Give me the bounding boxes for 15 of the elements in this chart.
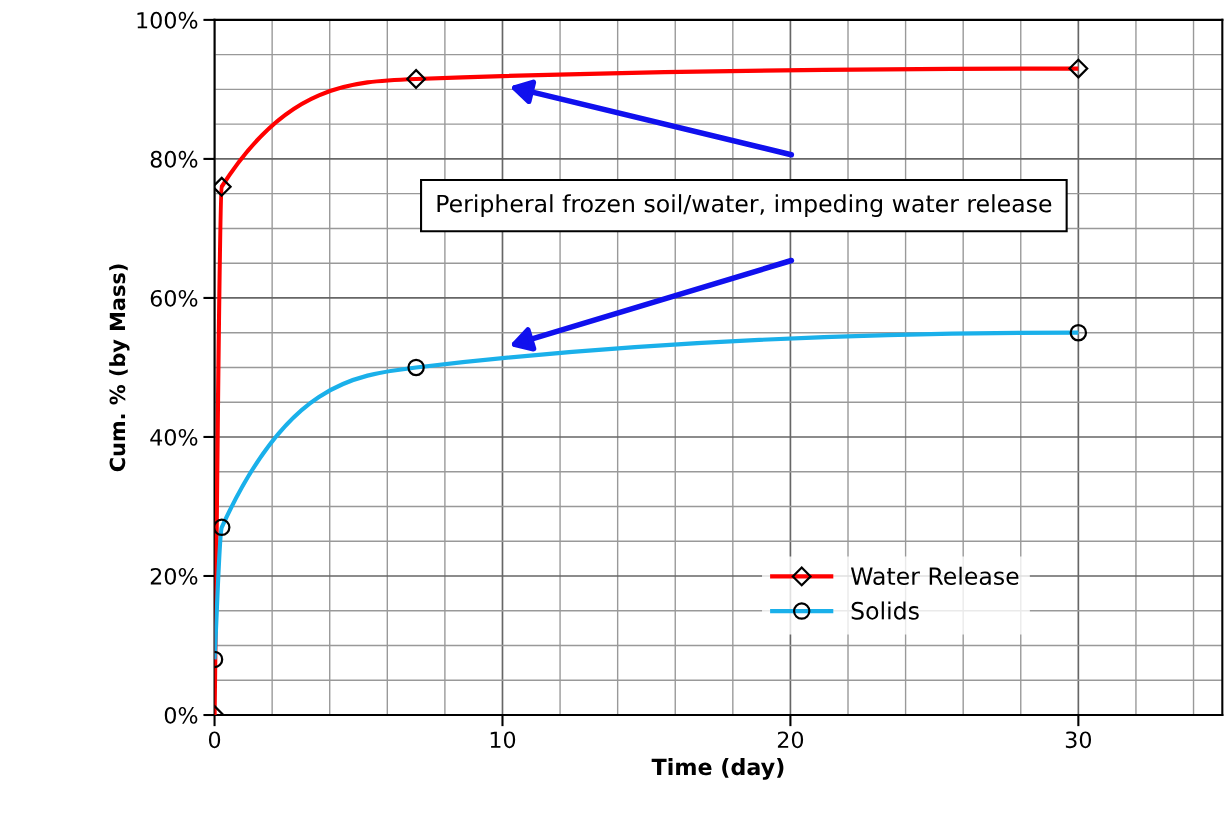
x-tick-label: 10 [490,731,516,749]
y-axis-title: Cum. % (by Mass) [109,264,130,472]
legend-label: Water Release [850,566,1019,586]
y-tick-label: 80% [150,150,198,168]
y-tick-label: 100% [137,11,198,29]
x-axis-title: Time (day) [651,758,784,780]
y-tick-label: 0% [164,706,198,724]
annotation: Peripheral frozen soil/water, impeding water release [437,194,1052,218]
y-tick-label: 20% [150,567,198,585]
x-tick-label: 20 [777,731,804,749]
y-tick-label: 40% [150,428,198,446]
x-tick-label: 0 [208,731,221,749]
y-tick-label: 60% [150,289,198,307]
legend-label: Solids [851,601,919,620]
x-tick-label: 30 [1065,731,1092,749]
